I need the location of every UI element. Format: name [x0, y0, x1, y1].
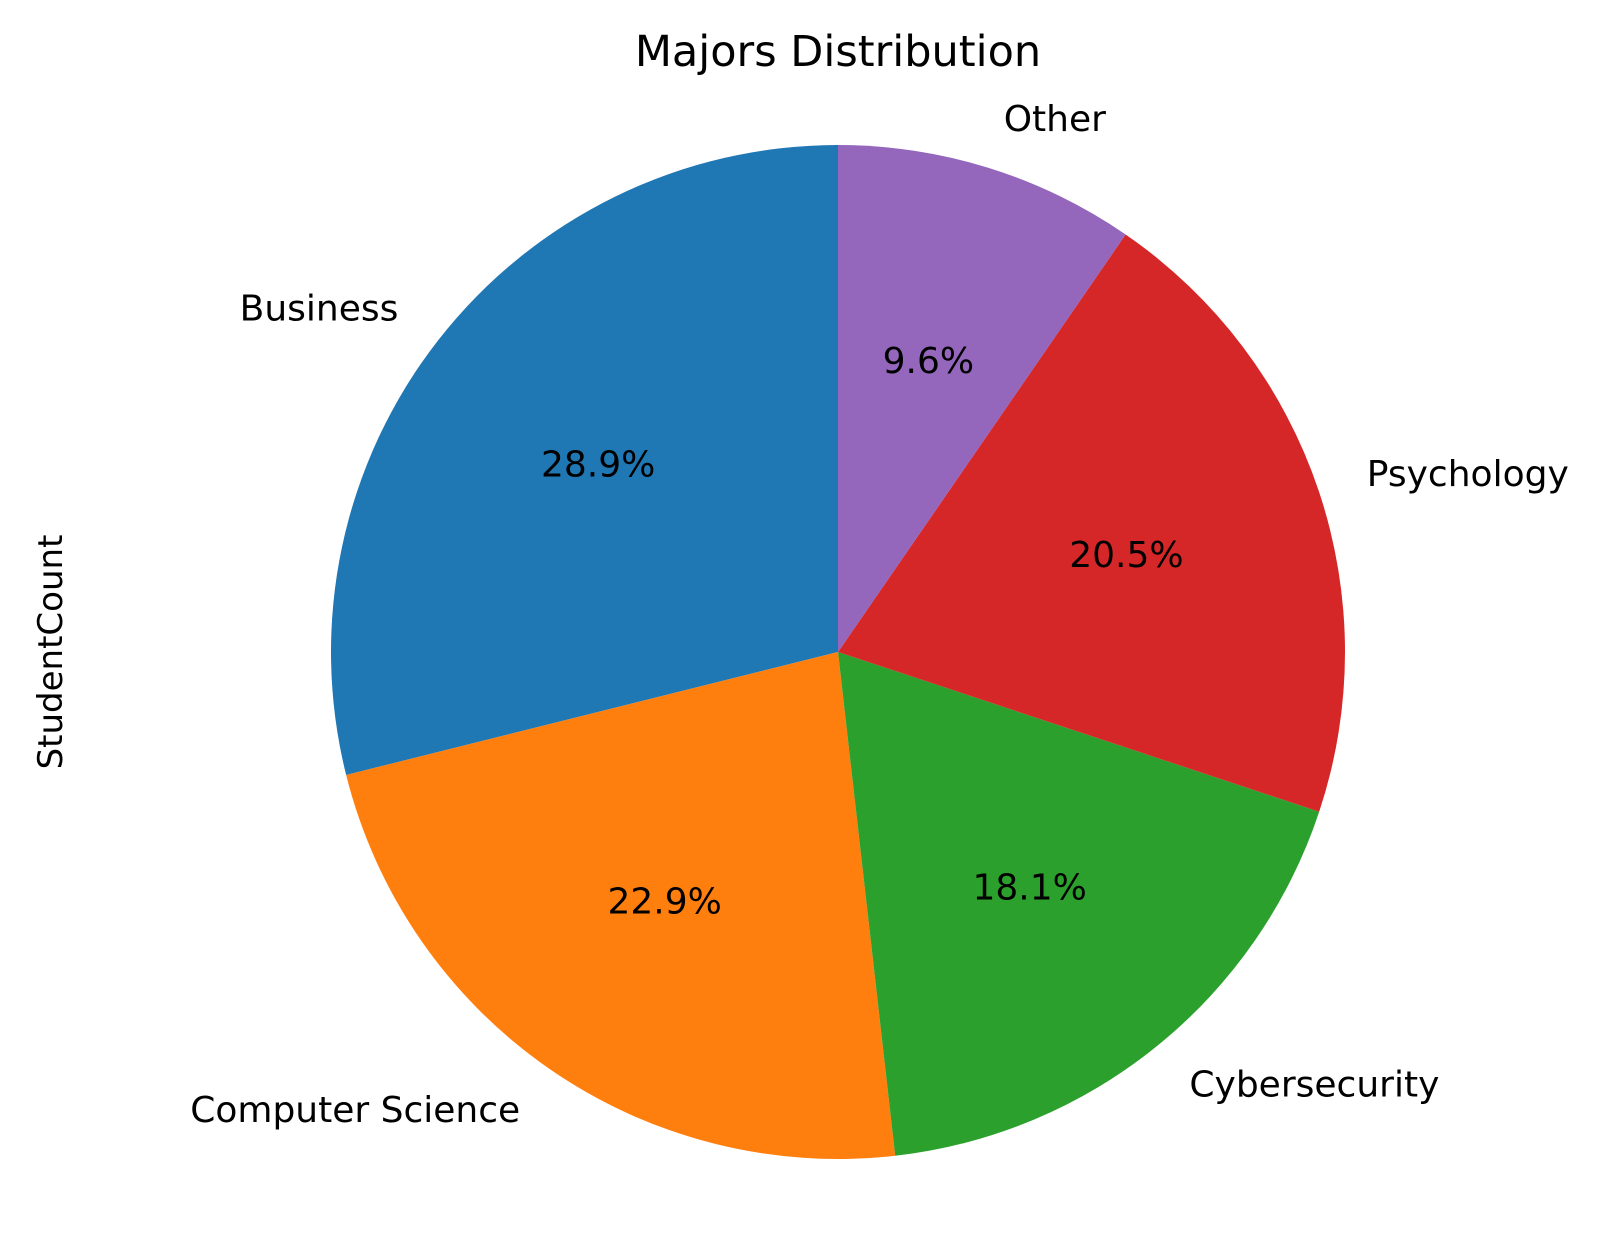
pie-labels: 28.9% Business 22.9% Computer Science 18.1% C…: [190, 99, 1569, 1131]
chart-title: Majors Distribution: [635, 27, 1041, 77]
slice-label-computer-science: Computer Science: [190, 1090, 520, 1131]
slice-label-cybersecurity: Cybersecurity: [1189, 1065, 1439, 1106]
pct-label-other: 9.6%: [883, 341, 974, 382]
pct-label-psychology: 20.5%: [1069, 535, 1183, 576]
pie-slices: [331, 145, 1345, 1159]
slice-label-other: Other: [1004, 99, 1106, 140]
pct-label-business: 28.9%: [541, 444, 655, 485]
pie-slice-other: [838, 145, 1126, 652]
pct-label-cybersecurity: 18.1%: [973, 868, 1087, 909]
pie-slice-business: [331, 145, 838, 775]
y-axis-label: StudentCount: [31, 535, 71, 770]
pct-label-computer-science: 22.9%: [608, 882, 722, 923]
pie-slice-cybersecurity: [838, 652, 1320, 1156]
slice-label-psychology: Psychology: [1367, 454, 1569, 495]
slice-label-business: Business: [240, 288, 399, 329]
pie-slice-psychology: [838, 234, 1345, 812]
pie-slice-computer-science: [346, 652, 896, 1159]
